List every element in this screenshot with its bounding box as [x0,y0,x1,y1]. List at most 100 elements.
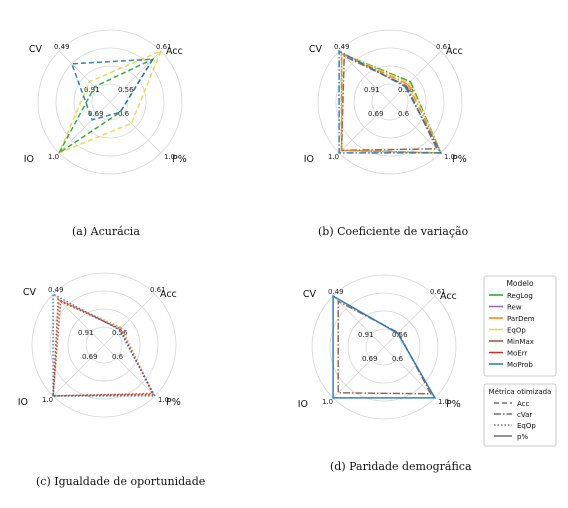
legend-label-RegLog: RegLog [507,292,533,300]
axis-label-P%: P% [446,399,461,410]
grid-circle-1 [365,328,403,366]
axis-min-P%: 0.6 [118,110,130,118]
legend-metrica-title: Métrica otimizada [489,388,552,396]
axis-label-P%: P% [172,154,187,165]
radar-chart-3: Acc P% IO CV 0.61 1.0 1.0 0.49 0.56 0.6 0.69 0.91 [18,272,181,418]
spoke-Acc [383,295,436,348]
axis-label-P%: P% [166,397,181,408]
axis-min-IO: 0.69 [362,355,378,363]
axis-label-Acc: Acc [166,46,183,57]
axis-label-CV: CV [303,289,317,300]
legend-metrica-label-cVar: cVar [517,411,532,419]
axis-min-P%: 0.6 [392,355,404,363]
spoke-IO [332,346,385,399]
radar-grid [311,274,457,420]
grid-circle-2 [353,65,427,139]
axis-min-Acc: 0.56 [112,329,128,337]
radar-chart-2: Acc P% IO CV 0.61 1.0 1.0 0.49 0.56 0.6 0.69 0.91 [304,29,467,175]
axis-max-CV: 0.49 [54,43,70,51]
series-MoProb-EqOp [52,292,157,397]
spoke-P% [383,346,436,399]
legend-label-MinMax: MinMax [507,338,534,346]
axis-label-P%: P% [452,154,467,165]
axis-min-IO: 0.69 [368,110,384,118]
legend-metrica [483,383,557,447]
grid-circle-4 [37,29,183,175]
series-MoProb-cVar [338,49,443,154]
axis-label-CV: CV [23,287,37,298]
axis-max-IO: 1.0 [42,396,53,404]
caption-1: (a) Acurácia [72,225,140,238]
legend-modelo [483,275,557,377]
series-MinMax-cVar [337,299,433,395]
axis-max-IO: 1.0 [48,153,59,161]
spoke-P% [109,101,162,154]
axis-max-Acc: 0.61 [436,43,452,51]
axis-max-P%: 1.0 [438,398,449,406]
spoke-IO [338,101,391,154]
spoke-CV [58,50,111,103]
spoke-P% [389,101,442,154]
axis-label-Acc: Acc [160,289,177,300]
axis-max-CV: 0.49 [48,286,64,294]
caption-3: (c) Igualdade de oportunidade [36,475,206,488]
series-ParDem-EqOp [52,299,155,397]
series-MoProb-Acc [70,58,155,121]
axis-min-IO: 0.69 [88,110,104,118]
series-MinMax-EqOp [52,300,154,397]
axis-min-P%: 0.6 [398,110,410,118]
spoke-IO [58,101,111,154]
axis-label-CV: CV [309,44,323,55]
axis-max-P%: 1.0 [444,153,455,161]
legend-metrica-label-p%: p% [517,433,528,441]
axis-max-Acc: 0.61 [156,43,172,51]
legend-label-EqOp: EqOp [507,327,526,335]
spoke-CV [332,295,385,348]
axis-label-Acc: Acc [440,291,457,302]
spoke-Acc [389,50,442,103]
axis-min-Acc: 0.56 [398,86,414,94]
series-EqOp-Acc [57,49,163,155]
grid-circle-4 [31,272,177,418]
grid-circle-4 [311,274,457,420]
axis-max-IO: 1.0 [328,153,339,161]
axis-label-IO: IO [18,397,28,408]
axis-max-CV: 0.49 [334,43,350,51]
legend-label-MoProb: MoProb [507,361,533,369]
spoke-IO [52,344,105,397]
spoke-CV [338,50,391,103]
spoke-P% [103,344,156,397]
legend-label-Rew: Rew [507,304,522,312]
axis-min-CV: 0.91 [78,329,94,337]
grid-circle-3 [335,47,445,157]
axis-label-IO: IO [298,399,308,410]
legend-modelo-title: Modelo [506,279,534,288]
spoke-Acc [103,293,156,346]
grid-circle-3 [55,47,165,157]
axis-max-CV: 0.49 [328,288,344,296]
grid-circle-4 [317,29,463,175]
grid-circle-1 [91,83,129,121]
legend-label-ParDem: ParDem [507,315,535,323]
axis-max-IO: 1.0 [322,398,333,406]
grid-circle-2 [347,310,421,384]
caption-4: (d) Paridade demográfica [330,460,472,473]
caption-2: (b) Coeficiente de variação [318,225,469,238]
grid-circle-3 [329,292,439,402]
radar-grid [31,272,177,418]
axis-label-IO: IO [24,154,34,165]
axis-min-CV: 0.91 [358,331,374,339]
grid-circle-3 [49,290,159,400]
axis-label-CV: CV [29,44,43,55]
axis-label-IO: IO [304,154,314,165]
axis-min-IO: 0.69 [82,353,98,361]
axis-min-P%: 0.6 [112,353,124,361]
axis-label-Acc: Acc [446,46,463,57]
grid-circle-2 [67,308,141,382]
legend-label-MoErr: MoErr [507,350,528,358]
axis-max-Acc: 0.61 [430,288,446,296]
legend-metrica-label-EqOp: EqOp [517,422,536,430]
legend-metrica-label-Acc: Acc [517,400,530,408]
axis-min-Acc: 0.56 [118,86,134,94]
